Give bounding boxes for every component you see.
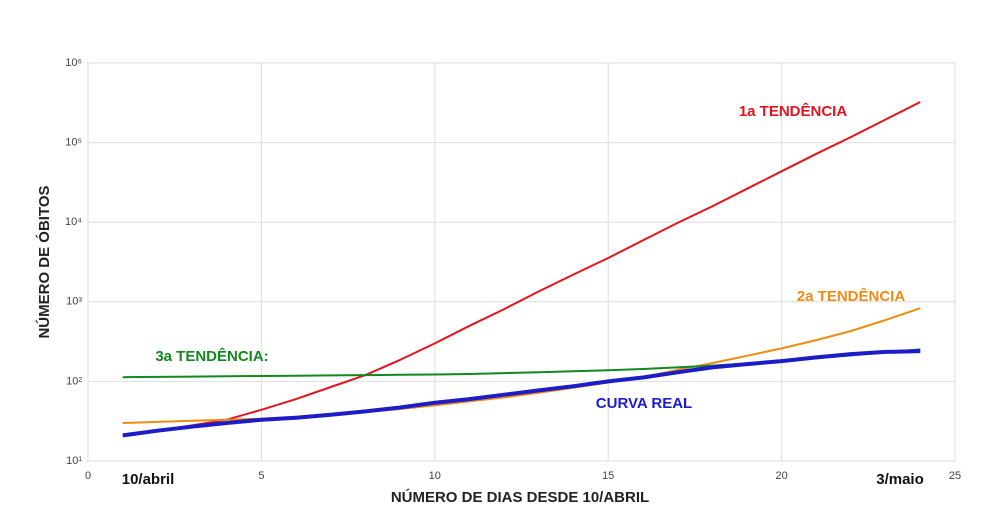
plot-frame — [87, 62, 956, 462]
annotation: 10/abril — [122, 471, 175, 488]
y-tick-label: 10⁵ — [65, 137, 82, 149]
y-tick-label: 10² — [66, 375, 82, 387]
x-tick-label: 10 — [429, 470, 441, 482]
y-tick-label: 10³ — [66, 296, 82, 308]
y-axis-label: NÚMERO DE ÓBITOS — [35, 185, 53, 338]
x-tick-label: 15 — [602, 470, 614, 482]
y-tick-label: 10⁴ — [65, 216, 82, 228]
series-label: 2a TENDÊNCIA — [797, 287, 906, 305]
series-line — [122, 349, 921, 438]
series-label: 3a TENDÊNCIA: — [155, 347, 268, 365]
x-tick-label: 0 — [85, 470, 91, 482]
y-tick-label: 10¹ — [66, 455, 82, 467]
x-tick-label: 25 — [949, 470, 961, 482]
x-tick-label: 20 — [775, 470, 787, 482]
series-label: 1a TENDÊNCIA — [739, 102, 848, 120]
x-axis-label: NÚMERO DE DIAS DESDE 10/ABRIL — [391, 488, 649, 506]
series-label: CURVA REAL — [596, 395, 692, 412]
series-line — [122, 101, 921, 437]
y-tick-label: 10⁶ — [65, 57, 82, 69]
annotation: 3/maio — [876, 471, 924, 488]
x-tick-label: 5 — [258, 470, 264, 482]
